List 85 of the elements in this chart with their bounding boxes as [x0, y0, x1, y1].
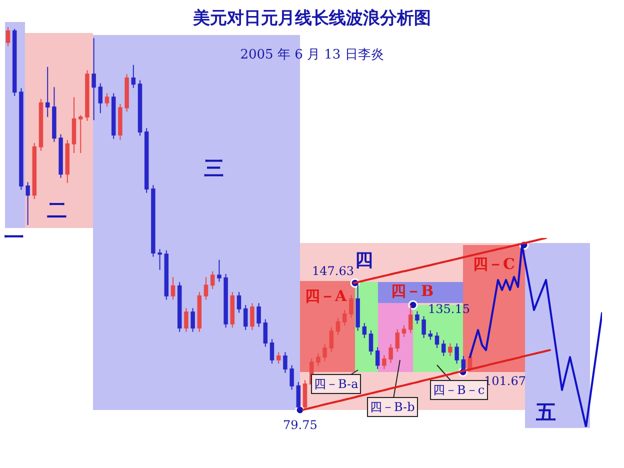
candlestick — [217, 259, 222, 282]
candlestick — [72, 96, 76, 154]
candlestick — [19, 88, 24, 190]
annotation: 79.75 — [283, 418, 318, 432]
candlestick — [164, 250, 169, 300]
candlestick — [434, 332, 440, 348]
candlestick — [98, 82, 103, 114]
annotation: 四－B-a — [314, 377, 358, 391]
candlestick — [230, 292, 235, 328]
annotation: 五 — [535, 400, 556, 424]
candlestick — [356, 282, 360, 332]
chart-title: 美元对日元月线长线波浪分析图 — [192, 8, 431, 29]
candlestick — [290, 364, 294, 390]
candlestick — [375, 346, 380, 370]
candlestick — [210, 270, 215, 290]
candlestick — [382, 354, 386, 370]
annotation: 147.63 — [312, 264, 354, 278]
annotation: 四－C — [473, 255, 515, 273]
candlestick — [32, 142, 37, 200]
candlestick — [402, 324, 406, 338]
candlestick — [336, 318, 340, 336]
candlestick — [296, 382, 301, 410]
candlestick — [151, 184, 156, 258]
candlestick — [461, 356, 466, 373]
candlestick — [342, 310, 347, 326]
candlestick — [38, 98, 44, 152]
candlestick — [388, 344, 393, 364]
annotation: 135.15 — [428, 302, 470, 316]
candlestick — [415, 310, 420, 324]
candlestick — [131, 64, 136, 88]
candlestick — [204, 276, 208, 300]
candlestick — [236, 292, 242, 314]
candlestick — [78, 114, 83, 154]
text: 2005 年 6 月 13 日李炎 — [240, 48, 384, 62]
candlestick — [250, 302, 254, 330]
candlestick — [190, 308, 195, 332]
candlestick — [26, 182, 30, 226]
candlestick — [144, 128, 149, 194]
candlestick — [104, 92, 110, 108]
candlestick — [52, 86, 56, 142]
candlestick — [441, 340, 446, 356]
candlestick — [177, 282, 182, 332]
candlestick — [118, 103, 122, 140]
candlestick — [283, 352, 288, 374]
annotation: 二 — [47, 198, 67, 222]
candlestick — [408, 304, 413, 334]
annotation: 四－B — [391, 282, 434, 300]
annotation: 三 — [204, 156, 224, 180]
candlestick — [243, 304, 248, 330]
candlestick — [6, 26, 10, 47]
candlestick — [58, 134, 63, 178]
candlestick — [85, 70, 90, 122]
candlestick — [197, 292, 202, 332]
annotation: 四－B－c — [433, 383, 485, 397]
candlestick — [170, 276, 176, 300]
candlestick — [124, 74, 129, 112]
candlestick — [322, 344, 327, 362]
candlestick — [448, 342, 452, 356]
candlestick — [138, 80, 142, 136]
annotation: 四 — [355, 250, 373, 271]
candlestick — [329, 326, 334, 352]
candlestick — [276, 352, 281, 364]
candlestick — [422, 316, 426, 338]
candlestick — [45, 66, 50, 118]
candlestick — [316, 352, 320, 366]
annotation: 四－A — [305, 287, 347, 305]
candlestick — [158, 248, 162, 270]
annotation: 四－B-b — [370, 400, 416, 414]
candlestick — [349, 294, 354, 318]
candlestick — [362, 322, 367, 338]
candlestick — [256, 302, 261, 328]
candlestick — [224, 274, 228, 328]
candlestick — [12, 28, 17, 96]
annotation: 一 — [4, 225, 24, 249]
candlestick — [263, 318, 268, 348]
candlestick — [65, 139, 70, 184]
candlestick — [428, 330, 433, 340]
candlestick — [111, 92, 116, 140]
candlestick — [395, 328, 400, 352]
candlestick — [270, 338, 274, 364]
candlestick — [92, 38, 96, 121]
candlestick — [302, 380, 308, 410]
candlestick — [184, 308, 188, 332]
candlestick — [454, 342, 459, 364]
candlestick — [368, 330, 374, 356]
